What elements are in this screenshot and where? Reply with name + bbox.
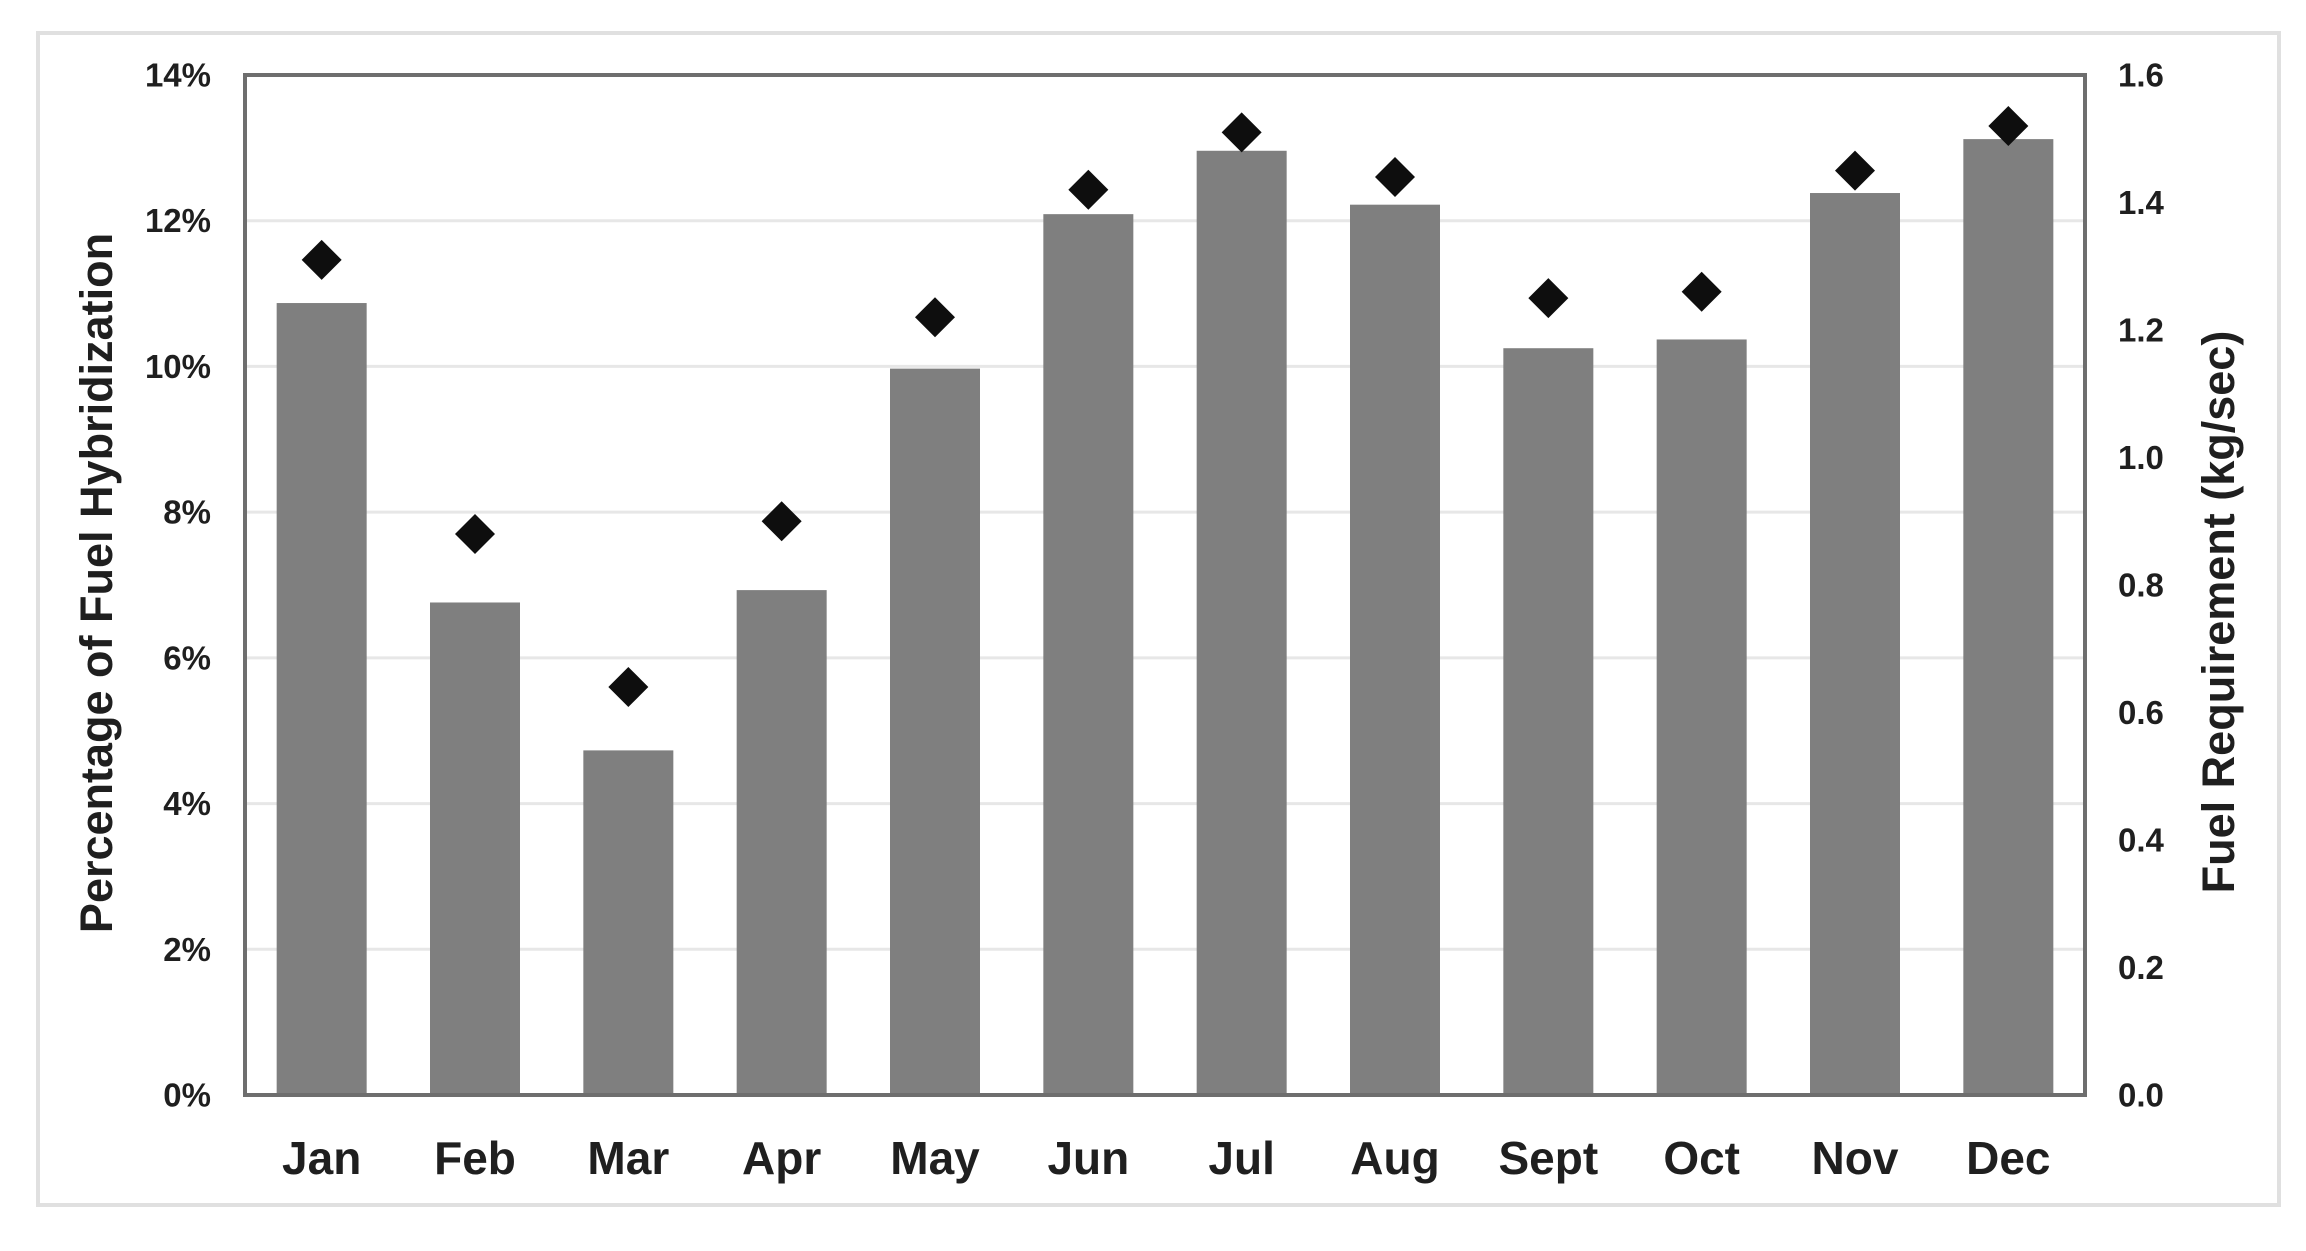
marker-Jun	[1068, 169, 1109, 210]
right-tick-1.0: 1.0	[2118, 439, 2164, 476]
bar-Jun	[1043, 214, 1134, 1095]
bar-Oct	[1656, 339, 1747, 1095]
left-tick-0%: 0%	[163, 1077, 211, 1114]
marker-Nov	[1835, 150, 1875, 191]
x-tick-Jul: Jul	[1208, 1132, 1274, 1184]
marker-Jul	[1221, 112, 1262, 153]
bar-series	[276, 139, 2054, 1096]
x-tick-Feb: Feb	[434, 1132, 516, 1184]
marker-Dec	[1988, 106, 2029, 146]
bar-Dec	[1963, 139, 2054, 1096]
left-tick-14%: 14%	[145, 57, 211, 94]
marker-Jan	[301, 239, 342, 280]
x-tick-Sept: Sept	[1498, 1132, 1598, 1184]
right-tick-0.2: 0.2	[2118, 949, 2164, 986]
marker-Feb	[455, 514, 495, 554]
left-tick-12%: 12%	[145, 202, 211, 239]
marker-May	[915, 297, 955, 338]
bar-Jan	[276, 303, 367, 1095]
left-axis-ticks: 0% 2% 4% 6% 8% 10% 12% 14%	[145, 57, 211, 1114]
bar-Nov	[1810, 193, 1900, 1095]
x-tick-Oct: Oct	[1663, 1132, 1740, 1184]
right-axis-title: Fuel Requirement (kg/sec)	[2193, 330, 2244, 894]
right-tick-0.4: 0.4	[2118, 822, 2165, 859]
x-tick-Aug: Aug	[1350, 1132, 1439, 1184]
right-tick-1.6: 1.6	[2118, 57, 2164, 94]
x-tick-May: May	[890, 1132, 980, 1184]
marker-Sept	[1528, 278, 1569, 319]
bar-Mar	[583, 750, 674, 1095]
marker-Aug	[1375, 157, 1415, 197]
bar-May	[890, 368, 980, 1096]
x-tick-Apr: Apr	[742, 1132, 821, 1184]
left-tick-6%: 6%	[163, 639, 211, 676]
right-tick-0.6: 0.6	[2118, 694, 2164, 731]
bar-Sept	[1503, 348, 1594, 1095]
plot-border	[243, 73, 2087, 1097]
x-tick-Nov: Nov	[1812, 1132, 1899, 1184]
right-tick-1.2: 1.2	[2118, 312, 2164, 349]
marker-Oct	[1681, 271, 1722, 312]
bar-Jul	[1196, 150, 1287, 1095]
marker-Mar	[608, 667, 649, 707]
x-tick-Jun: Jun	[1047, 1132, 1129, 1184]
gridlines	[245, 219, 2085, 951]
right-tick-0.0: 0.0	[2118, 1077, 2164, 1114]
figure-border	[36, 31, 2281, 1207]
right-tick-1.4: 1.4	[2118, 184, 2165, 221]
x-tick-Jan: Jan	[282, 1132, 361, 1184]
x-tick-Dec: Dec	[1966, 1132, 2050, 1184]
left-tick-2%: 2%	[163, 931, 211, 968]
x-axis-ticks: Jan Feb Mar Apr May Jun Jul Aug Sept Oct Nov Dec	[282, 1132, 2050, 1184]
marker-series	[301, 106, 2029, 707]
bar-Apr	[736, 590, 827, 1095]
left-tick-4%: 4%	[163, 785, 211, 822]
left-tick-8%: 8%	[163, 494, 211, 531]
left-axis-title: Percentage of Fuel Hybridization	[71, 232, 122, 934]
bar-Aug	[1350, 204, 1440, 1095]
x-tick-Mar: Mar	[587, 1132, 669, 1184]
right-axis-ticks: 0.0 0.2 0.4 0.6 0.8 1.0 1.2 1.4 1.6	[2118, 57, 2165, 1114]
left-tick-10%: 10%	[145, 348, 211, 385]
marker-Apr	[761, 501, 802, 542]
right-tick-0.8: 0.8	[2118, 567, 2164, 604]
bar-Feb	[430, 602, 520, 1095]
